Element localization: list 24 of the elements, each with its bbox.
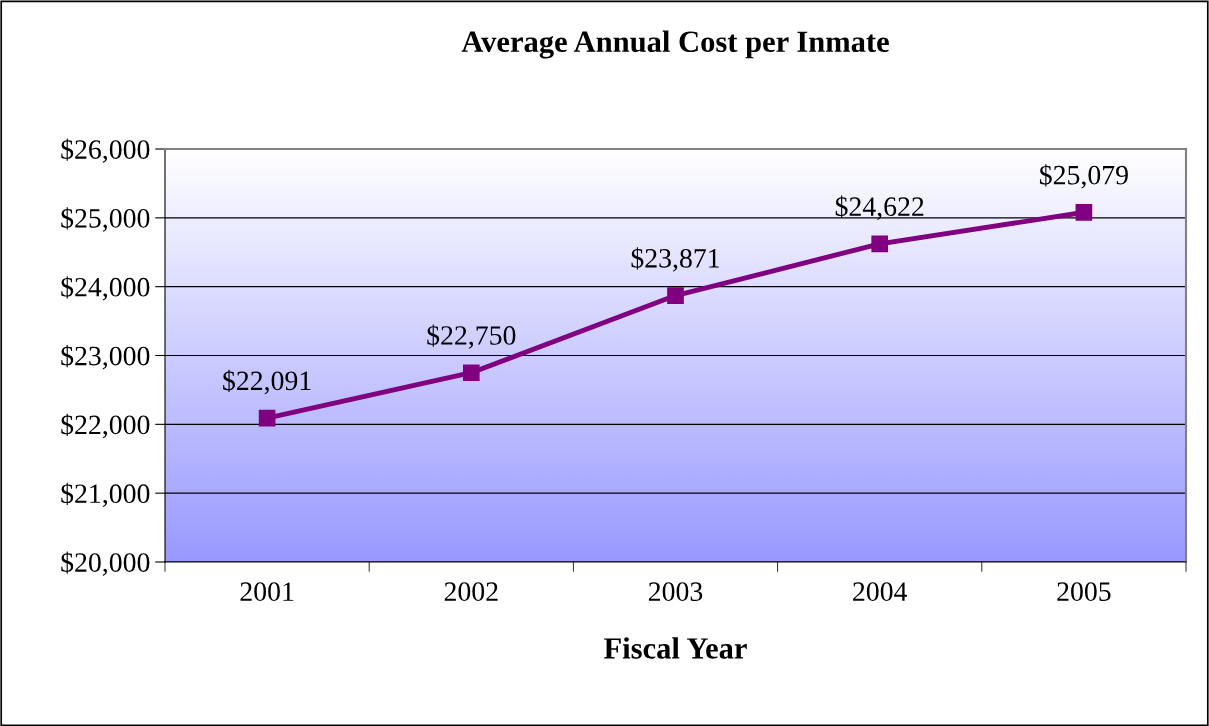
data-label: $22,091 [223,369,311,395]
y-tick-label: $20,000 [61,551,150,576]
y-tick-label: $25,000 [61,207,150,232]
x-tick-label: 2002 [444,582,498,601]
y-tick-label: $24,000 [61,276,150,301]
x-tick-label: 2003 [648,582,703,601]
y-tick-label: $22,000 [61,413,150,439]
x-tick-label: 2005 [1057,582,1111,601]
data-label: $24,622 [835,195,924,220]
x-tick-label: 2001 [240,582,294,601]
y-tick-label: $21,000 [61,482,150,508]
point [462,364,480,382]
y-tick-label: $23,000 [61,345,150,370]
data-label: $22,750 [427,324,516,349]
chart-title: Average Annual Cost per Inmate [461,30,889,59]
x-tick-label: 2004 [853,582,908,601]
point [1075,204,1093,221]
point [667,287,684,304]
point [871,235,889,253]
y-tick-label: $26,000 [61,138,150,163]
point [258,409,276,427]
x-axis-title: Fiscal Year [604,637,747,659]
data-label: $23,871 [631,247,719,272]
data-label: $25,079 [1039,164,1128,189]
